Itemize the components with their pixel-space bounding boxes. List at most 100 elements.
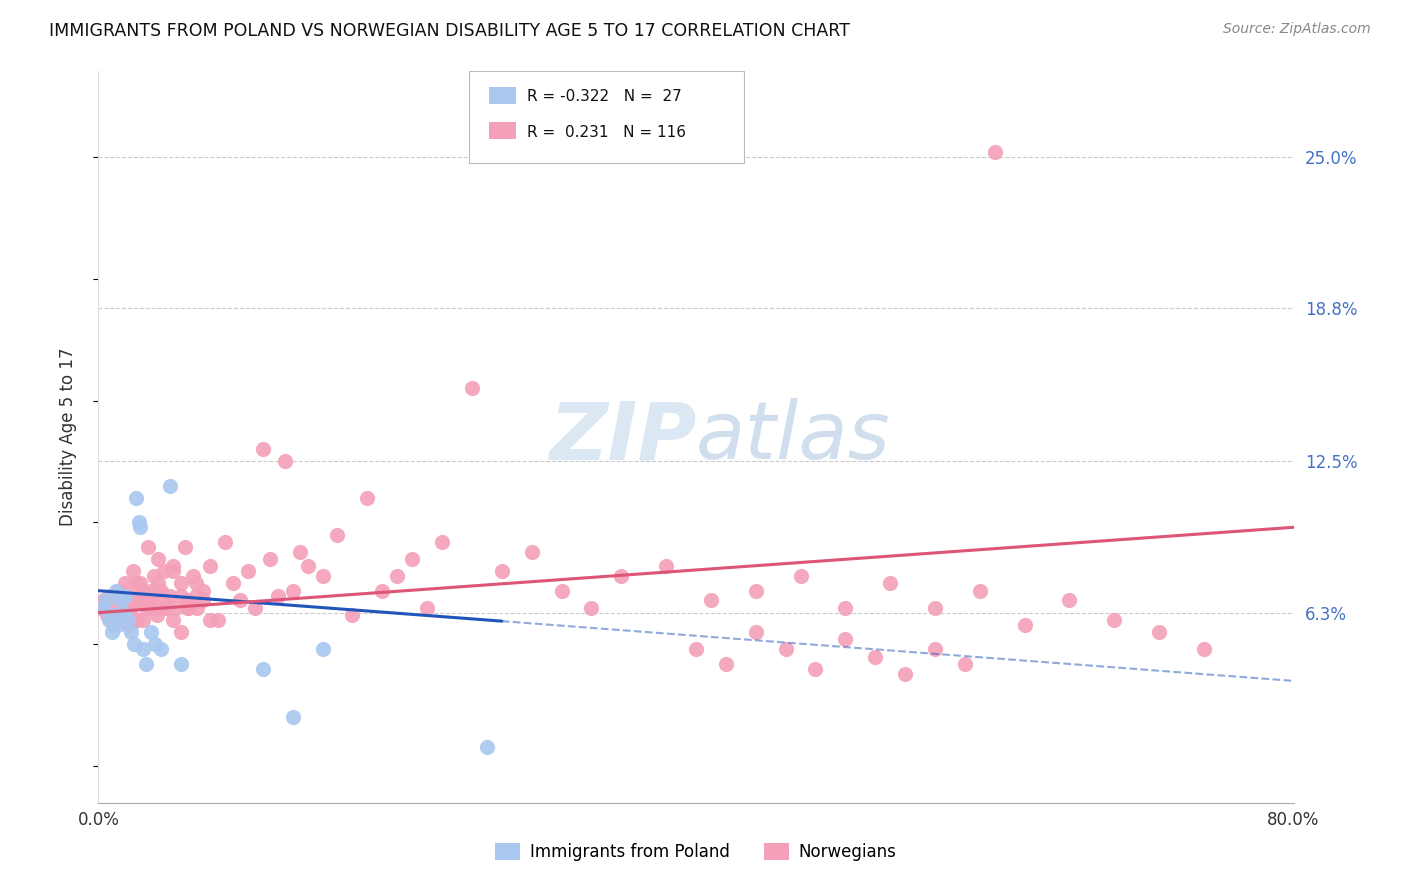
Point xyxy=(117,613,139,627)
Point xyxy=(125,576,148,591)
Point xyxy=(150,642,173,657)
Point xyxy=(174,540,197,554)
Point xyxy=(112,606,135,620)
Point xyxy=(110,613,132,627)
Point xyxy=(1014,617,1036,632)
FancyBboxPatch shape xyxy=(470,71,744,163)
Text: ZIP: ZIP xyxy=(548,398,696,476)
Point xyxy=(169,657,191,671)
Point xyxy=(139,600,162,615)
Text: IMMIGRANTS FROM POLAND VS NORWEGIAN DISABILITY AGE 5 TO 17 CORRELATION CHART: IMMIGRANTS FROM POLAND VS NORWEGIAN DISA… xyxy=(49,22,851,40)
Point xyxy=(145,608,167,623)
Point xyxy=(110,583,132,598)
Point xyxy=(200,559,222,574)
Point xyxy=(700,593,723,607)
Point xyxy=(953,657,976,671)
Point xyxy=(139,625,162,640)
Point xyxy=(775,642,797,657)
Point xyxy=(117,600,139,615)
Point xyxy=(142,569,165,583)
Point xyxy=(311,642,333,657)
Text: Source: ZipAtlas.com: Source: ZipAtlas.com xyxy=(1223,22,1371,37)
Point xyxy=(132,583,155,598)
Point xyxy=(150,583,173,598)
Point xyxy=(98,589,122,603)
Text: atlas: atlas xyxy=(696,398,891,476)
Point xyxy=(110,593,132,607)
Point xyxy=(1104,613,1126,627)
Point xyxy=(655,559,678,574)
Point xyxy=(162,559,184,574)
Point xyxy=(125,613,148,627)
Point xyxy=(155,600,177,615)
Point xyxy=(107,583,129,598)
Point xyxy=(129,576,152,591)
Point xyxy=(117,593,139,607)
Point xyxy=(924,600,946,615)
FancyBboxPatch shape xyxy=(489,87,516,104)
Point xyxy=(804,662,827,676)
Point xyxy=(124,637,146,651)
Point xyxy=(139,583,162,598)
Point xyxy=(121,564,143,578)
Point xyxy=(181,569,204,583)
Point xyxy=(97,613,120,627)
Point xyxy=(207,613,229,627)
Point xyxy=(245,600,267,615)
Point xyxy=(169,589,191,603)
Point xyxy=(1192,642,1215,657)
Point xyxy=(132,583,155,598)
Point xyxy=(288,544,311,558)
Point xyxy=(103,608,125,623)
Point xyxy=(1147,625,1170,640)
Point xyxy=(191,593,214,607)
Point xyxy=(229,593,252,607)
Legend: Immigrants from Poland, Norwegians: Immigrants from Poland, Norwegians xyxy=(489,836,903,868)
Point xyxy=(155,593,177,607)
Point xyxy=(159,589,181,603)
Point xyxy=(1059,593,1081,607)
Point xyxy=(107,617,129,632)
Point xyxy=(129,520,152,534)
Point xyxy=(153,564,176,578)
Point xyxy=(148,600,170,615)
Point xyxy=(120,600,142,615)
Point xyxy=(430,535,453,549)
Point xyxy=(401,552,423,566)
Point xyxy=(326,527,349,541)
Point xyxy=(865,649,887,664)
Point xyxy=(165,600,187,615)
Point xyxy=(159,479,181,493)
Point xyxy=(610,569,633,583)
Point xyxy=(789,569,811,583)
Point xyxy=(136,540,159,554)
Point xyxy=(281,583,304,598)
FancyBboxPatch shape xyxy=(489,121,516,139)
Point xyxy=(191,583,214,598)
Point xyxy=(184,589,207,603)
Point xyxy=(177,600,200,615)
Point xyxy=(200,613,222,627)
Point xyxy=(385,569,409,583)
Point xyxy=(745,583,768,598)
Point xyxy=(105,583,128,598)
Point xyxy=(114,576,136,591)
Point xyxy=(101,625,124,640)
Point xyxy=(259,552,281,566)
Point xyxy=(969,583,991,598)
Point xyxy=(214,535,236,549)
Point xyxy=(127,613,149,627)
Point xyxy=(143,637,166,651)
Point xyxy=(91,600,114,615)
Point xyxy=(342,608,364,623)
Point xyxy=(894,666,917,681)
Point xyxy=(148,583,170,598)
Point xyxy=(111,593,134,607)
Point xyxy=(984,145,1007,159)
Point xyxy=(156,600,179,615)
Point xyxy=(281,710,304,724)
Point xyxy=(274,454,297,468)
Point xyxy=(461,381,484,395)
Point xyxy=(186,600,208,615)
Point xyxy=(550,583,572,598)
